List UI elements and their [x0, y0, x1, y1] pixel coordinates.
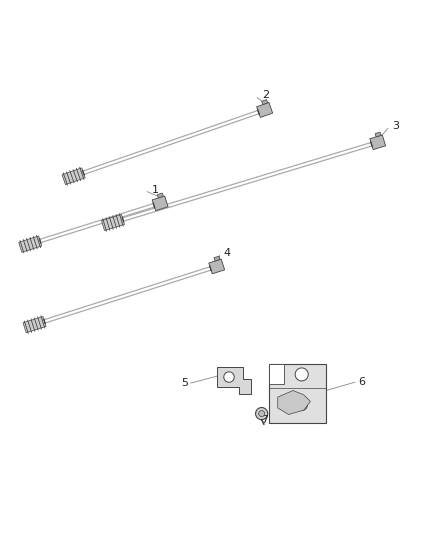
Polygon shape — [102, 214, 124, 231]
Polygon shape — [19, 236, 42, 252]
Text: 5: 5 — [181, 378, 188, 388]
Text: 7: 7 — [261, 415, 268, 425]
Polygon shape — [214, 256, 220, 261]
Circle shape — [224, 372, 234, 382]
Polygon shape — [217, 367, 251, 394]
Text: 1: 1 — [152, 185, 159, 195]
Polygon shape — [157, 193, 163, 198]
Polygon shape — [209, 259, 225, 274]
Text: 2: 2 — [261, 91, 269, 100]
Circle shape — [295, 368, 308, 381]
Polygon shape — [370, 135, 385, 150]
Polygon shape — [375, 132, 381, 137]
Polygon shape — [62, 168, 85, 184]
Polygon shape — [261, 100, 268, 104]
Text: 3: 3 — [392, 122, 399, 131]
Circle shape — [255, 408, 268, 419]
FancyBboxPatch shape — [269, 365, 284, 384]
Text: 6: 6 — [358, 377, 365, 387]
Circle shape — [296, 399, 307, 410]
Circle shape — [258, 410, 265, 417]
Polygon shape — [152, 196, 168, 211]
Polygon shape — [278, 391, 311, 415]
Polygon shape — [257, 102, 273, 117]
Polygon shape — [23, 317, 46, 333]
Text: 4: 4 — [223, 248, 230, 259]
FancyBboxPatch shape — [269, 365, 325, 423]
